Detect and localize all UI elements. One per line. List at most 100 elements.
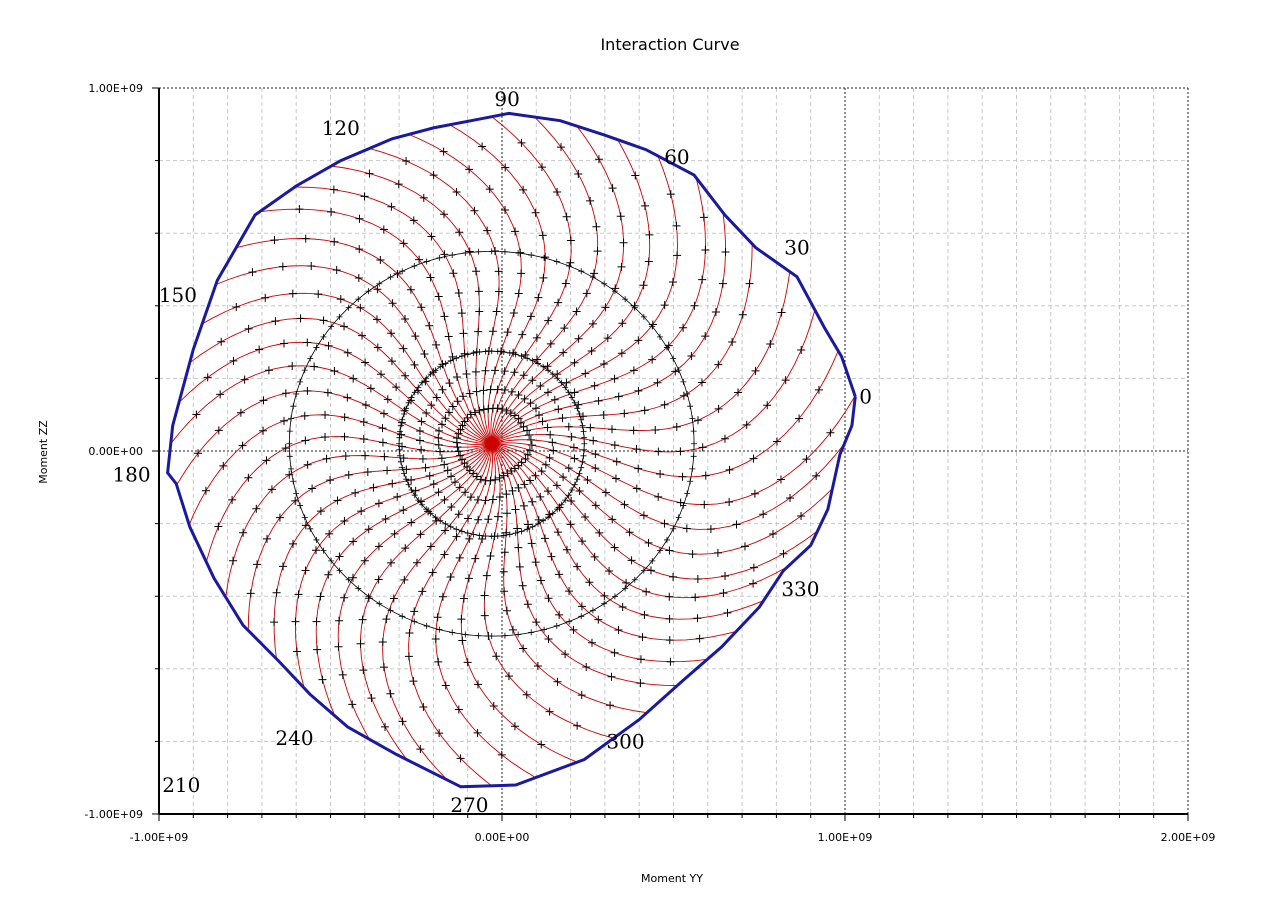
- marker-cross: [455, 553, 464, 562]
- circle-cross: [687, 403, 694, 410]
- marker-cross: [483, 226, 492, 235]
- marker-cross: [480, 591, 489, 600]
- marker-cross: [313, 645, 322, 654]
- marker-cross: [420, 350, 429, 359]
- circle-cross: [396, 434, 403, 441]
- ray-line: [449, 124, 546, 444]
- ray-line: [491, 443, 845, 530]
- circle-cross: [488, 533, 495, 540]
- marker-cross: [236, 408, 245, 417]
- marker-cross: [410, 607, 419, 616]
- ray-line: [360, 443, 493, 761]
- marker-cross: [454, 510, 463, 519]
- marker-cross: [749, 563, 758, 572]
- marker-cross: [333, 496, 342, 505]
- circle-cross: [447, 357, 454, 364]
- marker-cross: [694, 416, 703, 425]
- circle-cross: [524, 355, 531, 362]
- marker-cross: [577, 691, 586, 700]
- marker-cross: [361, 451, 370, 460]
- circle-cross: [675, 514, 682, 521]
- circle-cross: [396, 446, 403, 453]
- marker-cross: [229, 356, 238, 365]
- marker-cross: [587, 638, 596, 647]
- marker-cross: [323, 388, 332, 397]
- marker-cross: [291, 617, 300, 626]
- marker-cross: [417, 417, 426, 426]
- marker-cross: [518, 581, 527, 590]
- marker-cross: [654, 447, 663, 456]
- circle-cross: [408, 487, 415, 494]
- circle-cross: [500, 348, 507, 355]
- marker-cross: [357, 507, 366, 516]
- circle-cross: [423, 622, 430, 629]
- marker-cross: [474, 515, 483, 524]
- marker-cross: [494, 267, 503, 276]
- circle-cross: [376, 280, 383, 287]
- marker-cross: [463, 658, 472, 667]
- marker-cross: [459, 594, 468, 603]
- marker-cross: [575, 486, 584, 495]
- marker-cross: [454, 705, 463, 714]
- marker-cross: [673, 251, 682, 260]
- marker-cross: [461, 488, 470, 497]
- marker-cross: [310, 362, 319, 371]
- circle-cross: [581, 434, 588, 441]
- marker-cross: [409, 677, 418, 686]
- marker-cross: [324, 570, 333, 579]
- circle-cross: [396, 440, 403, 447]
- marker-cross: [246, 589, 255, 598]
- marker-cross: [695, 634, 704, 643]
- marker-cross: [566, 258, 575, 267]
- marker-cross: [491, 475, 500, 484]
- marker-cross: [470, 206, 479, 215]
- marker-cross: [278, 262, 287, 271]
- angle-label: 270: [450, 793, 488, 817]
- marker-cross: [417, 445, 426, 454]
- marker-cross: [307, 262, 316, 271]
- circle-cross: [589, 607, 596, 614]
- marker-cross: [475, 406, 484, 415]
- marker-cross: [259, 426, 268, 435]
- circle-cross: [403, 405, 410, 412]
- circle-cross: [581, 440, 588, 447]
- marker-cross: [656, 470, 665, 479]
- marker-cross: [356, 639, 365, 648]
- marker-cross: [390, 529, 399, 538]
- marker-cross: [458, 421, 467, 430]
- marker-cross: [363, 468, 372, 477]
- marker-cross: [545, 453, 554, 462]
- marker-cross: [523, 450, 532, 459]
- marker-cross: [561, 650, 570, 659]
- marker-cross: [581, 369, 590, 378]
- marker-cross: [447, 502, 456, 511]
- marker-cross: [520, 480, 529, 489]
- marker-cross: [590, 381, 599, 390]
- ray-line: [189, 317, 492, 445]
- marker-cross: [511, 505, 520, 514]
- marker-cross: [574, 334, 583, 343]
- marker-cross: [387, 357, 396, 366]
- marker-cross: [349, 537, 358, 546]
- circle-cross: [545, 514, 552, 521]
- angle-annotations: 0 30 60 90 120 150 180 210 240 270 300 330: [112, 87, 871, 817]
- marker-cross: [740, 542, 749, 551]
- marker-cross: [471, 554, 480, 563]
- marker-cross: [440, 210, 449, 219]
- marker-cross: [503, 509, 512, 518]
- circle-cross: [411, 262, 418, 269]
- marker-cross: [349, 374, 358, 383]
- ray-line: [435, 443, 536, 778]
- circle-cross: [501, 632, 508, 639]
- circle-cross: [423, 258, 430, 265]
- marker-cross: [438, 420, 447, 429]
- marker-cross: [720, 434, 729, 443]
- marker-cross: [479, 386, 488, 395]
- marker-cross: [510, 368, 519, 377]
- marker-cross: [232, 303, 241, 312]
- marker-cross: [409, 216, 418, 225]
- marker-cross: [603, 334, 612, 343]
- marker-cross: [288, 362, 297, 371]
- marker-cross: [465, 247, 474, 256]
- circle-cross: [691, 440, 698, 447]
